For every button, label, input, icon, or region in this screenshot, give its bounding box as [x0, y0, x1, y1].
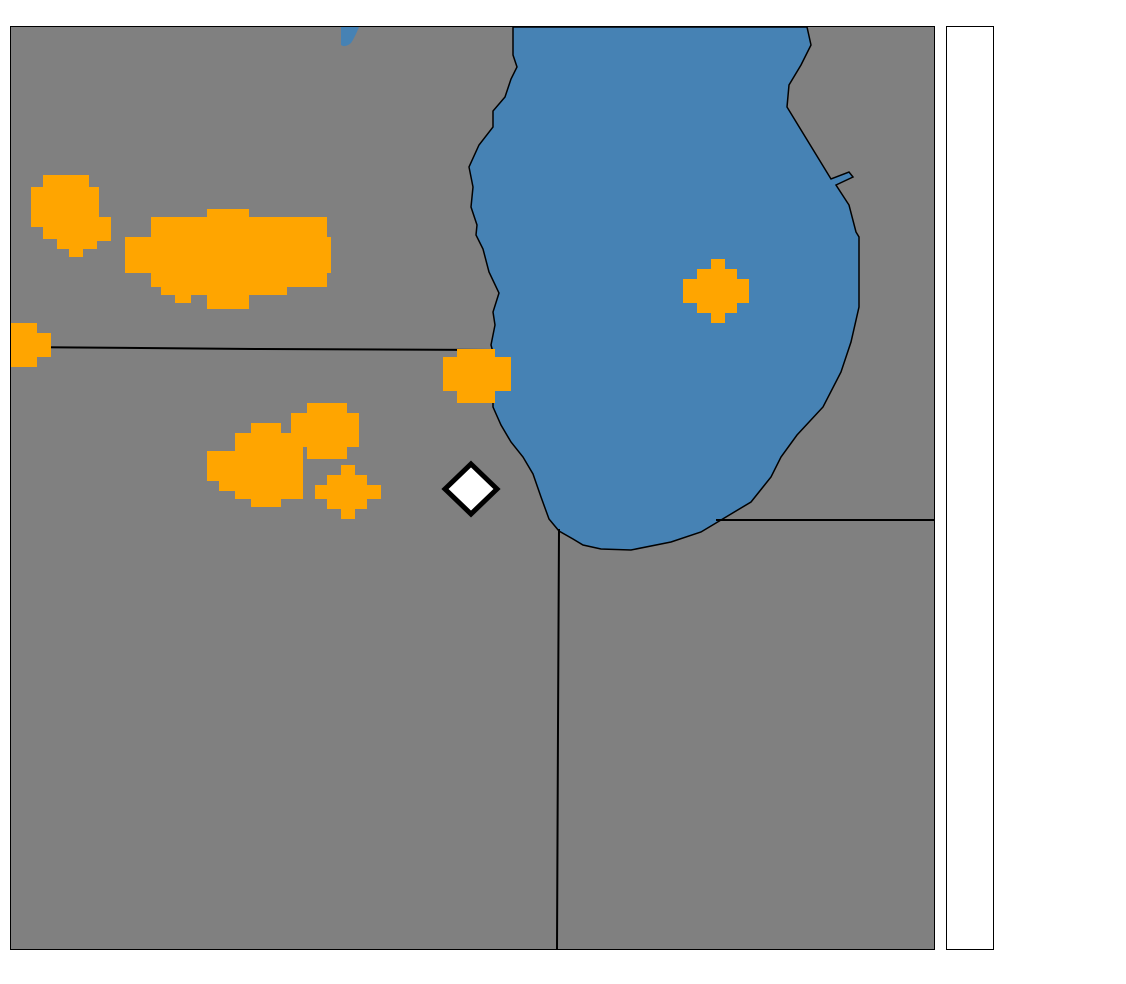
lightning-cell-south-small: [315, 465, 381, 519]
state-border-wi-il: [11, 346, 494, 351]
state-border-il-in: [556, 528, 560, 949]
small-lake-top: [341, 27, 359, 47]
map-panel[interactable]: [10, 26, 935, 950]
lightning-cell-nw: [31, 175, 111, 257]
lightning-cell-lake: [683, 259, 749, 323]
map-canvas: [11, 27, 934, 949]
location-marker-diamond[interactable]: [441, 460, 501, 518]
lightning-cell-west-edge: [11, 323, 51, 367]
lightning-cell-south-central: [291, 403, 359, 459]
lightning-cell-north-central: [125, 209, 331, 309]
lightning-areas: [11, 175, 749, 519]
colorbar: [946, 26, 994, 950]
lightning-cell-chicago: [443, 349, 511, 403]
